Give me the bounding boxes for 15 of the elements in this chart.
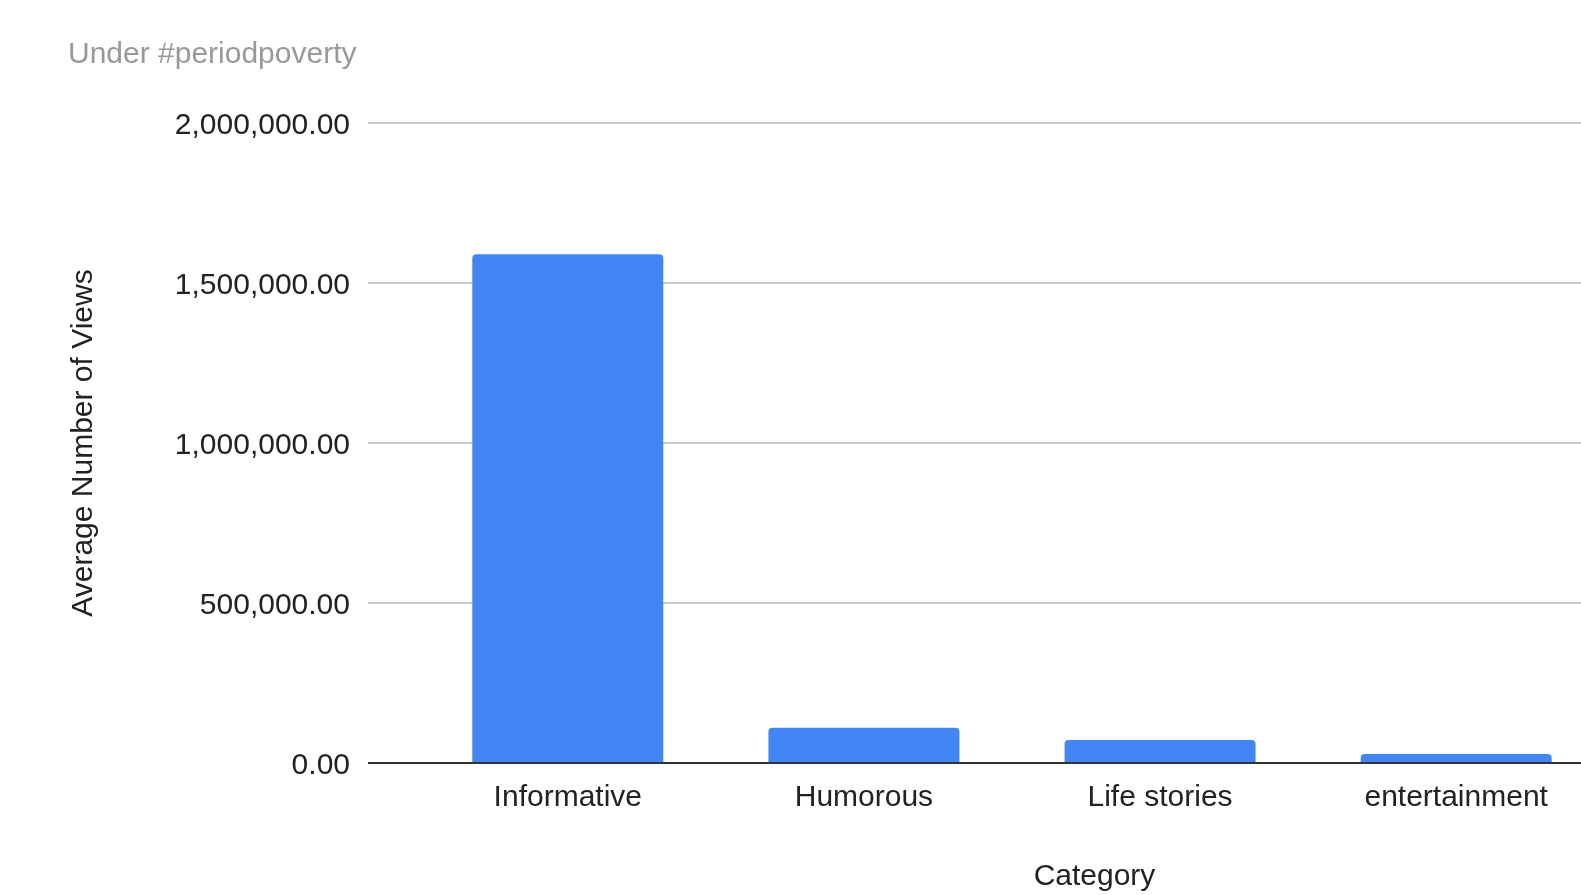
bar bbox=[472, 254, 664, 763]
y-tick-label: 0.00 bbox=[291, 746, 350, 780]
y-axis-title: Average Number of Views bbox=[65, 269, 98, 617]
bar bbox=[1064, 739, 1256, 763]
y-tick-label: 1,000,000.00 bbox=[174, 426, 350, 460]
y-tick-label: 2,000,000.00 bbox=[174, 106, 350, 140]
chart-subtitle: Under #periodpoverty bbox=[68, 36, 357, 69]
y-tick-label: 1,500,000.00 bbox=[174, 266, 350, 300]
x-tick-label: Humorous bbox=[794, 779, 934, 812]
bar bbox=[768, 727, 960, 763]
x-axis-title: Category bbox=[1033, 858, 1156, 891]
x-tick-label: Informative bbox=[493, 779, 642, 812]
y-tick-label: 500,000.00 bbox=[199, 586, 350, 620]
x-tick-label: entertainment bbox=[1364, 779, 1549, 812]
x-tick-label: Life stories bbox=[1087, 779, 1233, 812]
